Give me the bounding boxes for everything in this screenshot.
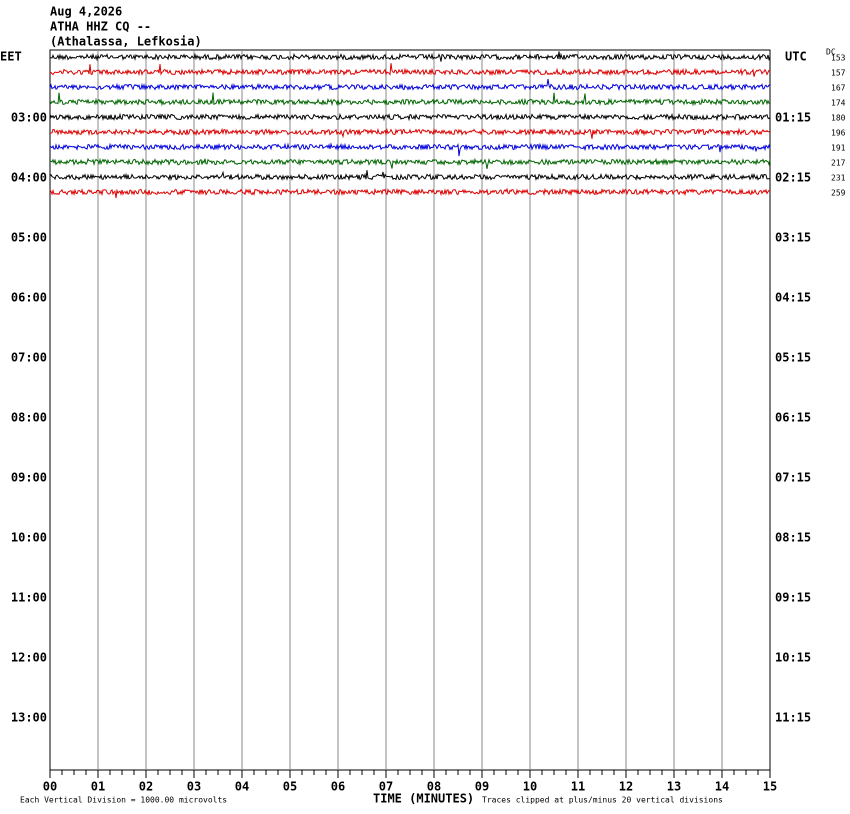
x-tick-label: 10 (523, 780, 537, 794)
dc-label: DC (826, 48, 836, 57)
trace (50, 127, 771, 139)
left-hour-label: 12:00 (11, 651, 47, 665)
trace (49, 78, 771, 92)
x-tick-label: 05 (283, 780, 297, 794)
dc-value: 191 (831, 144, 846, 153)
dc-value: 231 (831, 174, 846, 183)
right-hour-label: 03:15 (775, 231, 811, 245)
x-tick-label: 03 (187, 780, 201, 794)
footer-left: Each Vertical Division = 1000.00 microvo… (20, 796, 227, 805)
right-hour-label: 11:15 (775, 711, 811, 725)
x-tick-label: 07 (379, 780, 393, 794)
right-hour-label: 06:15 (775, 411, 811, 425)
x-axis-title: TIME (MINUTES) (373, 792, 474, 806)
dc-value: 259 (831, 189, 846, 198)
x-tick-label: 01 (91, 780, 105, 794)
left-axis-label: EET (0, 50, 22, 64)
dc-value: 180 (831, 114, 846, 123)
right-hour-label: 09:15 (775, 591, 811, 605)
x-tick-label: 13 (667, 780, 681, 794)
x-tick-label: 06 (331, 780, 345, 794)
left-hour-label: 07:00 (11, 351, 47, 365)
x-tick-label: 04 (235, 780, 249, 794)
trace (49, 92, 771, 107)
x-tick-label: 08 (427, 780, 441, 794)
x-tick-label: 11 (571, 780, 585, 794)
trace (49, 142, 771, 157)
trace (49, 112, 771, 122)
left-hour-label: 09:00 (11, 471, 47, 485)
right-hour-label: 04:15 (775, 291, 811, 305)
trace (49, 187, 771, 199)
trace (49, 51, 771, 62)
x-tick-label: 00 (43, 780, 57, 794)
right-hour-label: 08:15 (775, 531, 811, 545)
left-hour-label: 13:00 (11, 711, 47, 725)
location: (Athalassa, Lefkosia) (50, 35, 202, 49)
dc-value: 153 (831, 54, 846, 63)
left-hour-label: 03:00 (11, 111, 47, 125)
right-axis-label: UTC (785, 50, 807, 64)
x-tick-label: 12 (619, 780, 633, 794)
dc-value: 217 (831, 159, 846, 168)
left-hour-label: 10:00 (11, 531, 47, 545)
right-hour-label: 01:15 (775, 111, 811, 125)
x-tick-label: 15 (763, 780, 777, 794)
dc-value: 174 (831, 99, 846, 108)
left-hour-label: 06:00 (11, 291, 47, 305)
footer-right: Traces clipped at plus/minus 20 vertical… (482, 796, 723, 805)
x-tick-label: 09 (475, 780, 489, 794)
date: Aug 4,2026 (50, 5, 122, 19)
x-tick-label: 02 (139, 780, 153, 794)
left-hour-label: 05:00 (11, 231, 47, 245)
right-hour-label: 05:15 (775, 351, 811, 365)
right-hour-label: 07:15 (775, 471, 811, 485)
station: ATHA HHZ CQ -- (50, 20, 151, 34)
dc-value: 167 (831, 84, 846, 93)
trace (49, 157, 771, 169)
dc-value: 196 (831, 129, 846, 138)
right-hour-label: 02:15 (775, 171, 811, 185)
trace (49, 170, 771, 182)
left-hour-label: 11:00 (11, 591, 47, 605)
x-tick-label: 14 (715, 780, 729, 794)
right-hour-label: 10:15 (775, 651, 811, 665)
left-hour-label: 08:00 (11, 411, 47, 425)
left-hour-label: 04:00 (11, 171, 47, 185)
dc-value: 157 (831, 69, 846, 78)
trace (49, 63, 771, 77)
